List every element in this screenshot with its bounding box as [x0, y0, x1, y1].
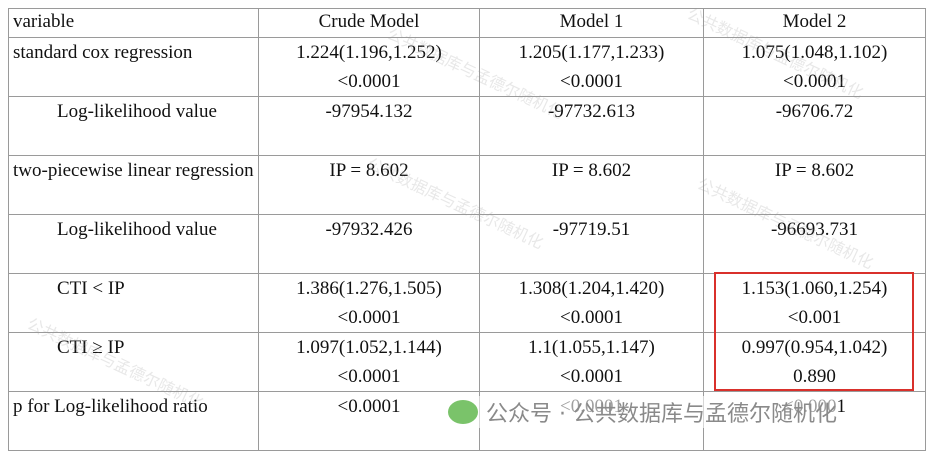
label-text: standard cox regression: [13, 42, 193, 63]
cell-line: <0.0001: [783, 71, 846, 92]
cell-line: <0.0001: [337, 396, 401, 417]
row-label: p for Log-likelihood ratio: [8, 391, 259, 451]
label-text: Log-likelihood value: [57, 219, 217, 240]
cell: <0.0001: [258, 391, 480, 451]
label-text: p for Log-likelihood ratio: [13, 396, 208, 417]
cell: 1.1(1.055,1.147) <0.0001: [479, 332, 704, 392]
header-cell: variable: [8, 8, 259, 38]
cell-line: <0.0001: [337, 71, 401, 92]
cell-line: <0.001: [787, 307, 842, 328]
label-text: CTI < IP: [57, 278, 125, 299]
cell-line: <0.0001: [560, 307, 623, 328]
cell-line: 1.153(1.060,1.254): [741, 278, 888, 299]
cell-line: -97932.426: [325, 219, 413, 240]
cell-line: -97954.132: [325, 101, 413, 122]
cell: 1.205(1.177,1.233) <0.0001: [479, 37, 704, 97]
cell-line: <0.0001: [337, 366, 401, 387]
cell: 1.097(1.052,1.144) <0.0001: [258, 332, 480, 392]
cell-line: <0.0001: [560, 366, 623, 387]
cell-line: 1.386(1.276,1.505): [296, 278, 442, 299]
cell: 1.386(1.276,1.505) <0.0001: [258, 273, 480, 333]
row-label: CTI ≥ IP: [8, 332, 259, 392]
cell: 1.075(1.048,1.102) <0.0001: [703, 37, 926, 97]
cell: -97932.426: [258, 214, 480, 274]
label-text: two-piecewise linear regression: [13, 160, 254, 181]
table-row: standard cox regression 1.224(1.196,1.252…: [8, 37, 926, 97]
row-label: Log-likelihood value: [8, 214, 259, 274]
cell: 0.997(0.954,1.042) 0.890: [703, 332, 926, 392]
cell-line: 1.1(1.055,1.147): [528, 337, 655, 358]
cell-line: -96706.72: [775, 101, 854, 122]
header-cell: Model 1: [479, 8, 704, 38]
cell-line: 0.997(0.954,1.042): [741, 337, 888, 358]
cell-line: IP = 8.602: [329, 160, 409, 181]
cell-line: IP = 8.602: [551, 160, 632, 181]
cell-line: IP = 8.602: [774, 160, 855, 181]
watermark-text: 公众号 · 公共数据库与孟德尔随机化: [486, 402, 837, 427]
cell: -96706.72: [703, 96, 926, 156]
table-row: CTI < IP 1.386(1.276,1.505) <0.0001 1.308(1…: [8, 273, 926, 333]
cell-line: 1.308(1.204,1.420): [518, 278, 665, 299]
table-row: two-piecewise linear regression IP = 8.60…: [8, 155, 926, 215]
cell-line: <0.0001: [337, 307, 401, 328]
cell-line: 0.890: [793, 366, 836, 387]
cell-line: -96693.731: [770, 219, 859, 240]
label-text: CTI ≥ IP: [57, 337, 125, 358]
row-label: Log-likelihood value: [8, 96, 259, 156]
cell: 1.224(1.196,1.252) <0.0001: [258, 37, 480, 97]
cell: 1.308(1.204,1.420) <0.0001: [479, 273, 704, 333]
cell: -97954.132: [258, 96, 480, 156]
watermark: 公众号 · 公共数据库与孟德尔随机化: [448, 396, 837, 428]
wechat-icon: [448, 400, 478, 424]
cell: -97732.613: [479, 96, 704, 156]
cell-line: -97732.613: [547, 101, 636, 122]
table-row: Log-likelihood value -97954.132 -97732.613…: [8, 96, 926, 156]
cell: IP = 8.602: [703, 155, 926, 215]
table-row: Log-likelihood value -97932.426 -97719.51 -…: [8, 214, 926, 274]
cell: -96693.731: [703, 214, 926, 274]
label-text: Log-likelihood value: [57, 101, 217, 122]
cell-line: 1.097(1.052,1.144): [296, 337, 442, 358]
cell-line: 1.224(1.196,1.252): [296, 42, 442, 63]
cell: -97719.51: [479, 214, 704, 274]
header-row: variable Crude Model Model 1 Model 2: [8, 8, 926, 38]
header-cell: Model 2: [703, 8, 926, 38]
cell: IP = 8.602: [479, 155, 704, 215]
header-cell: Crude Model: [258, 8, 480, 38]
highlight-box: [714, 272, 914, 391]
row-label: standard cox regression: [8, 37, 259, 97]
row-label: CTI < IP: [8, 273, 259, 333]
cell-line: 1.205(1.177,1.233): [518, 42, 665, 63]
cell-line: -97719.51: [552, 219, 631, 240]
cell-line: <0.0001: [560, 71, 623, 92]
row-label: two-piecewise linear regression: [8, 155, 259, 215]
table-row: CTI ≥ IP 1.097(1.052,1.144) <0.0001 1.1(1.0…: [8, 332, 926, 392]
cell-line: 1.075(1.048,1.102): [741, 42, 888, 63]
